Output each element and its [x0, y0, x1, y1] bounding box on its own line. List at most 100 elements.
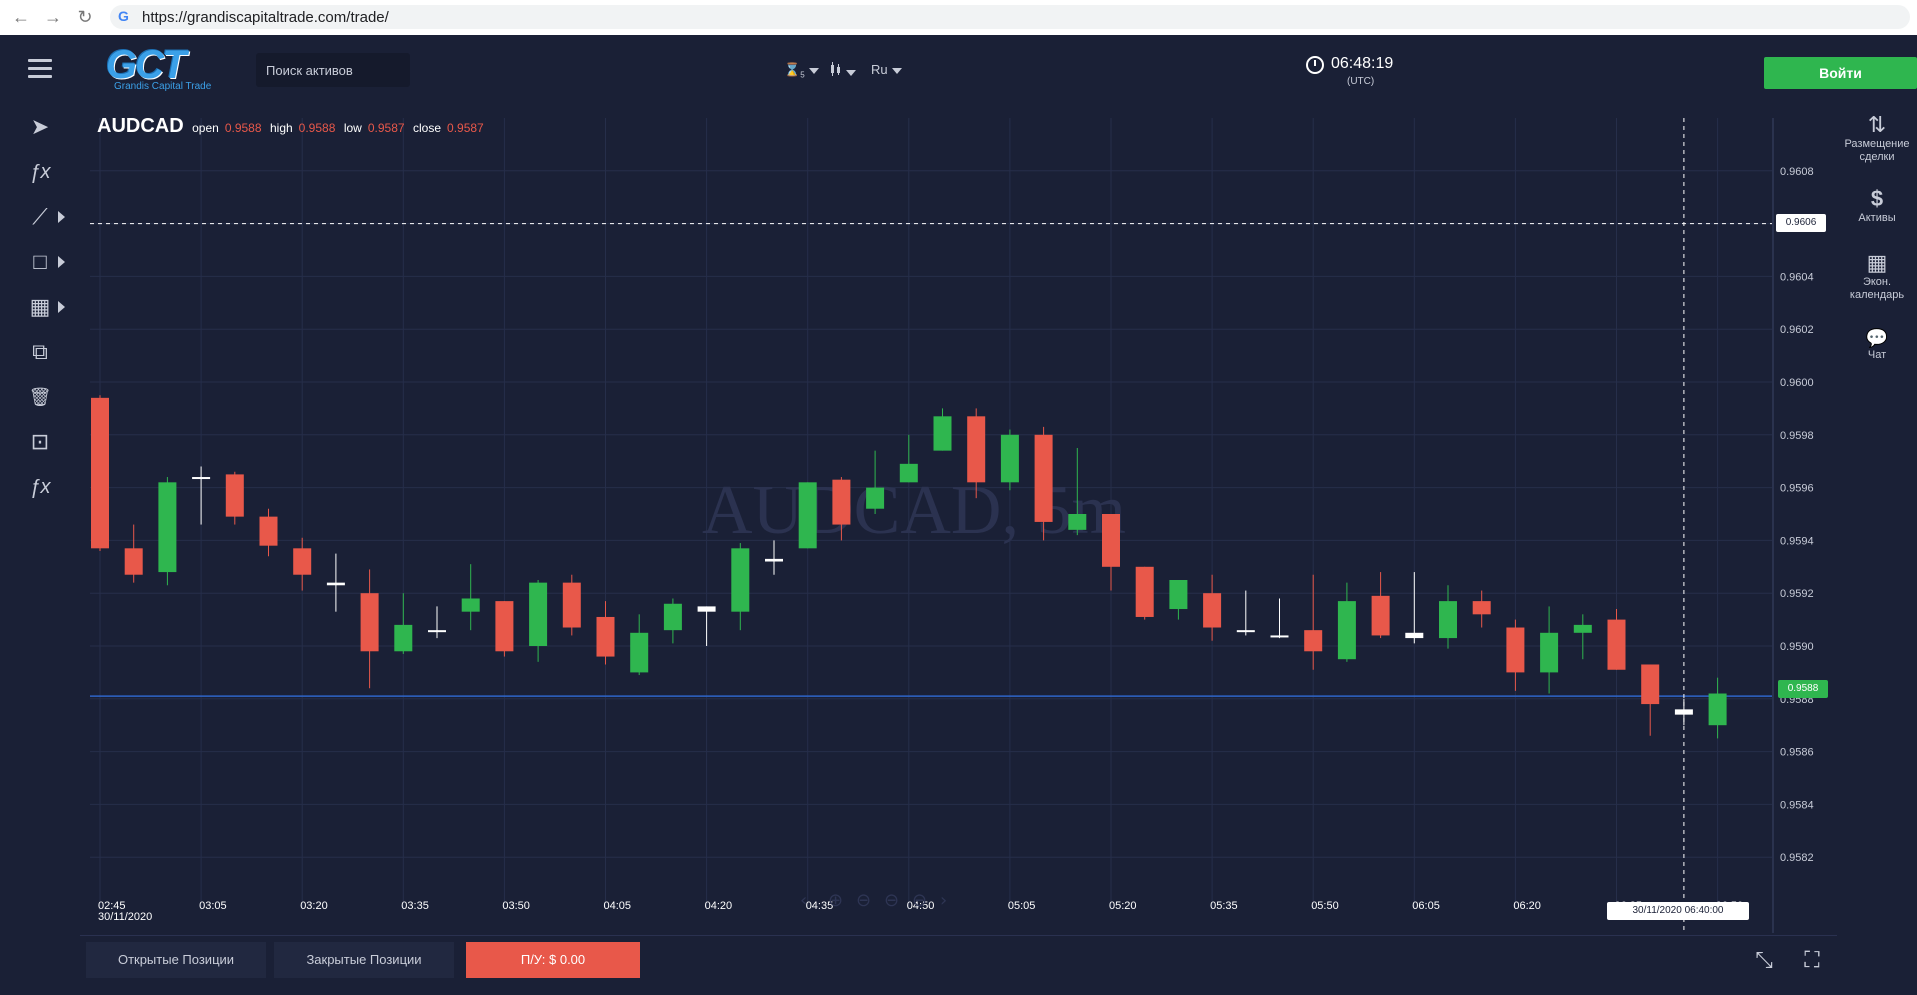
x-tick-label: 04:50 [907, 900, 935, 912]
bullish-candle [158, 482, 177, 573]
x-tick-label: 05:05 [1008, 900, 1036, 912]
fullscreen-icon[interactable]: ⛶ [1804, 947, 1820, 972]
bullish-candle [1573, 624, 1592, 633]
chat-button[interactable]: 💬 Чат [1837, 328, 1917, 362]
zoom-control-icon: ⊖ [912, 890, 927, 911]
doji-candle [428, 630, 446, 633]
x-tick-label: 06:05 [1412, 900, 1440, 912]
chart-type-selector[interactable] [830, 62, 856, 79]
right-panel: ⇅ Размещение сделки $ Активы ▦ Экон. кал… [1837, 102, 1917, 932]
arrows-updown-icon: ⇅ [1867, 112, 1887, 137]
timeframe-selector[interactable]: ⌛5 [784, 62, 819, 80]
bearish-candle [1371, 595, 1390, 636]
language-selector[interactable]: Ru [871, 62, 902, 77]
y-tick-label: 0.9590 [1780, 641, 1814, 653]
zoom-control-icon: ⊖ [856, 890, 871, 911]
calendar-icon: ▦ [1866, 250, 1888, 275]
econ-calendar-label: Экон. календарь [1849, 276, 1905, 301]
high-label: high [269, 121, 293, 135]
low-label: low [343, 121, 362, 135]
y-tick-label: 0.9596 [1780, 483, 1814, 495]
x-tick-label: 03:35 [401, 900, 429, 912]
cursor-icon[interactable]: ➤ [30, 114, 50, 139]
bearish-candle [225, 474, 244, 517]
place-trade-button[interactable]: ⇅ Размещение сделки [1837, 112, 1917, 164]
google-icon: G [118, 8, 129, 24]
clock-icon [1306, 56, 1324, 74]
bullish-candle [899, 463, 918, 483]
bearish-candle [967, 416, 986, 483]
logo-text: GCT [106, 43, 186, 87]
collapse-icon[interactable]: ⤡ [1755, 947, 1773, 972]
x-tick-label: 02:45 [98, 900, 126, 912]
x-tick-label: 05:50 [1311, 900, 1339, 912]
rectangle-icon[interactable]: □ [33, 249, 47, 274]
indicators-icon[interactable]: ƒx [29, 161, 51, 183]
language-label: Ru [871, 62, 888, 77]
trend-line-icon[interactable]: ⟋ [32, 204, 48, 229]
bearish-candle [495, 601, 514, 652]
candlestick-chart[interactable]: 0.9608 0.9606 0.9604 0.9602 0.9600 0.9598 0.95… [80, 108, 1837, 933]
bearish-candle [360, 593, 379, 652]
bearish-candle [832, 479, 851, 525]
drawing-toolbar: ➤ ƒx ⟋ □ ▦ ⧉ 🗑 ⊡ ƒx [0, 102, 80, 922]
y-tick-label: 0.9602 [1780, 324, 1814, 336]
bullish-candle [394, 624, 413, 652]
reload-icon[interactable]: ↻ [77, 7, 93, 27]
address-bar[interactable]: G https://grandiscapitaltrade.com/trade/ [110, 5, 1910, 29]
y-tick-label: 0.9600 [1780, 377, 1814, 389]
y-tick-label: 0.9584 [1780, 799, 1814, 811]
bearish-candle [91, 397, 109, 549]
bullish-candle [933, 416, 952, 451]
asset-search-input[interactable]: Поиск активов [256, 53, 410, 87]
bearish-candle [1304, 630, 1323, 652]
bullish-candle [1540, 632, 1559, 673]
bullish-candle [663, 603, 682, 631]
bullish-candle [529, 582, 548, 646]
back-icon[interactable]: ← [12, 7, 30, 27]
econ-calendar-button[interactable]: ▦ Экон. календарь [1837, 250, 1917, 302]
timezone-label: (UTC) [1347, 76, 1375, 87]
bearish-candle [1506, 627, 1525, 673]
y-tick-label: 0.9582 [1780, 852, 1814, 864]
login-button[interactable]: Войти [1764, 57, 1917, 89]
copy-icon[interactable]: ⧉ [32, 339, 48, 364]
zoom-control-icon: ‹ [800, 890, 807, 911]
x-tick-label: 03:20 [300, 900, 328, 912]
crosshair-price-label: 0.9606 [1776, 214, 1826, 232]
doji-candle [697, 606, 716, 612]
open-label: open [192, 121, 219, 135]
expand-arrow-icon[interactable] [58, 301, 65, 313]
menu-icon[interactable] [28, 59, 52, 78]
y-tick-label: 0.9586 [1780, 747, 1814, 759]
trash-icon[interactable]: 🗑 [28, 387, 52, 407]
remove-drawings-icon[interactable]: ⊡ [30, 429, 50, 454]
bottom-bar: Открытые Позиции Закрытые Позиции П/У: $… [80, 935, 1837, 995]
doji-candle [1236, 630, 1255, 633]
x-tick-label: 03:50 [502, 900, 530, 912]
doji-candle [326, 582, 345, 586]
logo[interactable]: GCT Grandis Capital Trade [102, 43, 232, 93]
current-price-label: 0.9588 [1778, 680, 1828, 698]
remove-indicators-icon[interactable]: ƒx [29, 476, 51, 498]
tab-closed-positions[interactable]: Закрытые Позиции [274, 942, 454, 978]
expand-arrow-icon[interactable] [58, 256, 65, 268]
grid-icon[interactable]: ▦ [29, 294, 51, 319]
chat-label: Чат [1867, 349, 1887, 361]
x-tick-label: 04:20 [705, 900, 733, 912]
bullish-candle [630, 632, 649, 673]
forward-icon[interactable]: → [44, 7, 62, 27]
bullish-candle [1068, 514, 1087, 530]
chart-background [80, 108, 1837, 933]
assets-button[interactable]: $ Активы [1837, 186, 1917, 225]
place-trade-label: Размещение сделки [1844, 138, 1910, 163]
url-text[interactable]: https://grandiscapitaltrade.com/trade/ [142, 9, 389, 26]
candlestick-icon [831, 62, 840, 76]
logo-subtitle: Grandis Capital Trade [114, 81, 212, 92]
chart-area[interactable]: 0.9608 0.9606 0.9604 0.9602 0.9600 0.9598 0.95… [80, 108, 1837, 933]
zoom-control-icon: ⊖ [884, 890, 899, 911]
tab-open-positions[interactable]: Открытые Позиции [86, 942, 266, 978]
pnl-button[interactable]: П/У: $ 0.00 [466, 942, 640, 978]
expand-arrow-icon[interactable] [58, 211, 65, 223]
browser-bar: ← → ↻ G https://grandiscapitaltrade.com/… [0, 0, 1917, 36]
